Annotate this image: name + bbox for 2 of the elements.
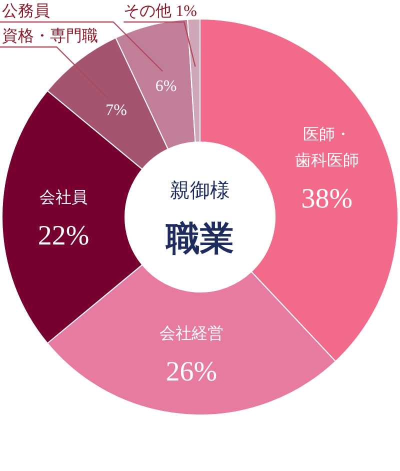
title: 親御様 [170, 180, 230, 202]
subtitle: 職業 [166, 221, 234, 258]
